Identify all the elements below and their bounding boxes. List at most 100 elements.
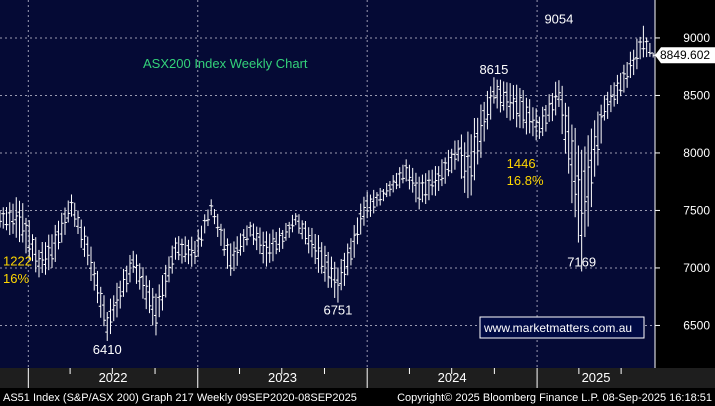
ohlc-bar <box>550 93 555 122</box>
ohlc-bar <box>592 120 597 177</box>
ohlc-bar <box>280 230 285 249</box>
ohlc-bar <box>127 254 132 283</box>
ohlc-bar <box>361 196 366 226</box>
ohlc-bar <box>582 146 587 238</box>
ohlc-bar <box>638 36 643 60</box>
ohlc-bar <box>111 295 116 322</box>
ohlc-bar <box>261 231 266 264</box>
ohlc-bar <box>452 140 457 170</box>
annotation-label: 8615 <box>479 62 508 77</box>
ohlc-bar <box>82 226 87 257</box>
ohlc-bar <box>179 238 184 264</box>
ohlc-bar <box>101 295 106 327</box>
ohlc-bar <box>332 261 337 298</box>
ohlc-bar <box>543 105 548 132</box>
y-tick-label: 8500 <box>683 88 710 102</box>
ohlc-bar <box>313 233 318 265</box>
ohlc-bar <box>199 225 204 247</box>
ohlc-bar <box>124 265 129 293</box>
ohlc-bar <box>248 221 253 237</box>
annotation-label: 16.8% <box>507 173 544 188</box>
ohlc-bar <box>433 166 438 196</box>
ohlc-bar <box>300 220 305 240</box>
ohlc-bar <box>196 229 201 257</box>
footer-bar <box>0 388 715 406</box>
ohlc-bar <box>407 164 412 190</box>
ohlc-bar <box>309 227 314 258</box>
ohlc-bar <box>228 243 233 276</box>
ohlc-bar <box>225 238 230 269</box>
ohlc-bar <box>566 106 571 174</box>
ohlc-bar <box>628 51 633 78</box>
ohlc-bar <box>144 275 149 310</box>
ohlc-bar <box>49 234 54 268</box>
year-label: 2025 <box>582 370 611 385</box>
ohlc-bar <box>491 77 496 104</box>
ohlc-bar <box>10 203 15 234</box>
ohlc-bar <box>498 79 503 113</box>
ohlc-bar <box>365 191 370 219</box>
ohlc-bar <box>59 212 64 243</box>
year-label: 2023 <box>268 370 297 385</box>
last-price-value: 8849.602 <box>660 48 710 62</box>
ohlc-bar <box>319 242 324 274</box>
watermark-text: www.marketmatters.com.au <box>483 321 632 335</box>
ohlc-bar <box>30 234 35 262</box>
ohlc-bar <box>511 85 516 120</box>
ohlc-bar <box>534 108 539 141</box>
ohlc-bar <box>189 236 194 267</box>
ohlc-bar <box>85 236 90 266</box>
ohlc-bar <box>394 172 399 190</box>
ohlc-bar <box>599 104 604 144</box>
ohlc-bar <box>192 240 197 265</box>
ohlc-bar <box>202 214 207 234</box>
ohlc-bar <box>335 267 340 303</box>
ohlc-bar <box>95 270 100 304</box>
ohlc-bar <box>17 200 22 243</box>
ohlc-bar <box>118 280 123 309</box>
ohlc-bar <box>222 228 227 256</box>
ohlc-bar <box>608 85 613 113</box>
ohlc-bar <box>62 207 67 235</box>
ohlc-bar <box>618 72 623 97</box>
ohlc-bar <box>254 226 259 251</box>
ohlc-bar <box>160 275 165 311</box>
ohlc-bar <box>644 37 649 58</box>
ohlc-bar <box>23 217 28 254</box>
ohlc-bar <box>293 213 298 226</box>
ohlc-bar <box>33 237 38 273</box>
ohlc-bar <box>40 241 45 274</box>
ohlc-bar <box>20 203 25 243</box>
ohlc-bar <box>170 245 175 274</box>
ohlc-bar <box>560 85 565 135</box>
annotation-label: 1446 <box>507 156 536 171</box>
ohlc-bar <box>231 241 236 272</box>
ohlc-bar <box>43 242 48 275</box>
ohlc-bar <box>462 142 467 193</box>
ohlc-bar <box>641 25 646 58</box>
ohlc-bar <box>378 187 383 206</box>
ohlc-bar <box>4 207 9 231</box>
footer-right-text: Copyright© 2025 Bloomberg Finance L.P. 0… <box>397 392 712 404</box>
ohlc-bar <box>371 189 376 214</box>
ohlc-bar <box>355 217 360 245</box>
ohlc-bar <box>0 210 2 228</box>
ohlc-bar <box>147 280 152 314</box>
ohlc-bar <box>634 38 639 70</box>
plot-background <box>0 0 655 368</box>
y-tick-label: 8000 <box>683 146 710 160</box>
chart-title: ASX200 Index Weekly Chart <box>143 56 308 71</box>
ohlc-bar <box>579 149 584 272</box>
ohlc-bar <box>270 229 275 262</box>
ohlc-bar <box>69 194 74 217</box>
ohlc-bar <box>358 203 363 235</box>
y-tick-label: 6500 <box>683 318 710 332</box>
ohlc-bar <box>436 166 441 191</box>
watermark-box: www.marketmatters.com.au <box>479 316 645 339</box>
ohlc-bar <box>504 82 509 118</box>
ohlc-bar <box>238 233 243 256</box>
year-axis-strip <box>0 368 715 388</box>
year-label: 2024 <box>438 370 467 385</box>
ohlc-bar <box>235 236 240 266</box>
ohlc-bar <box>251 223 256 246</box>
